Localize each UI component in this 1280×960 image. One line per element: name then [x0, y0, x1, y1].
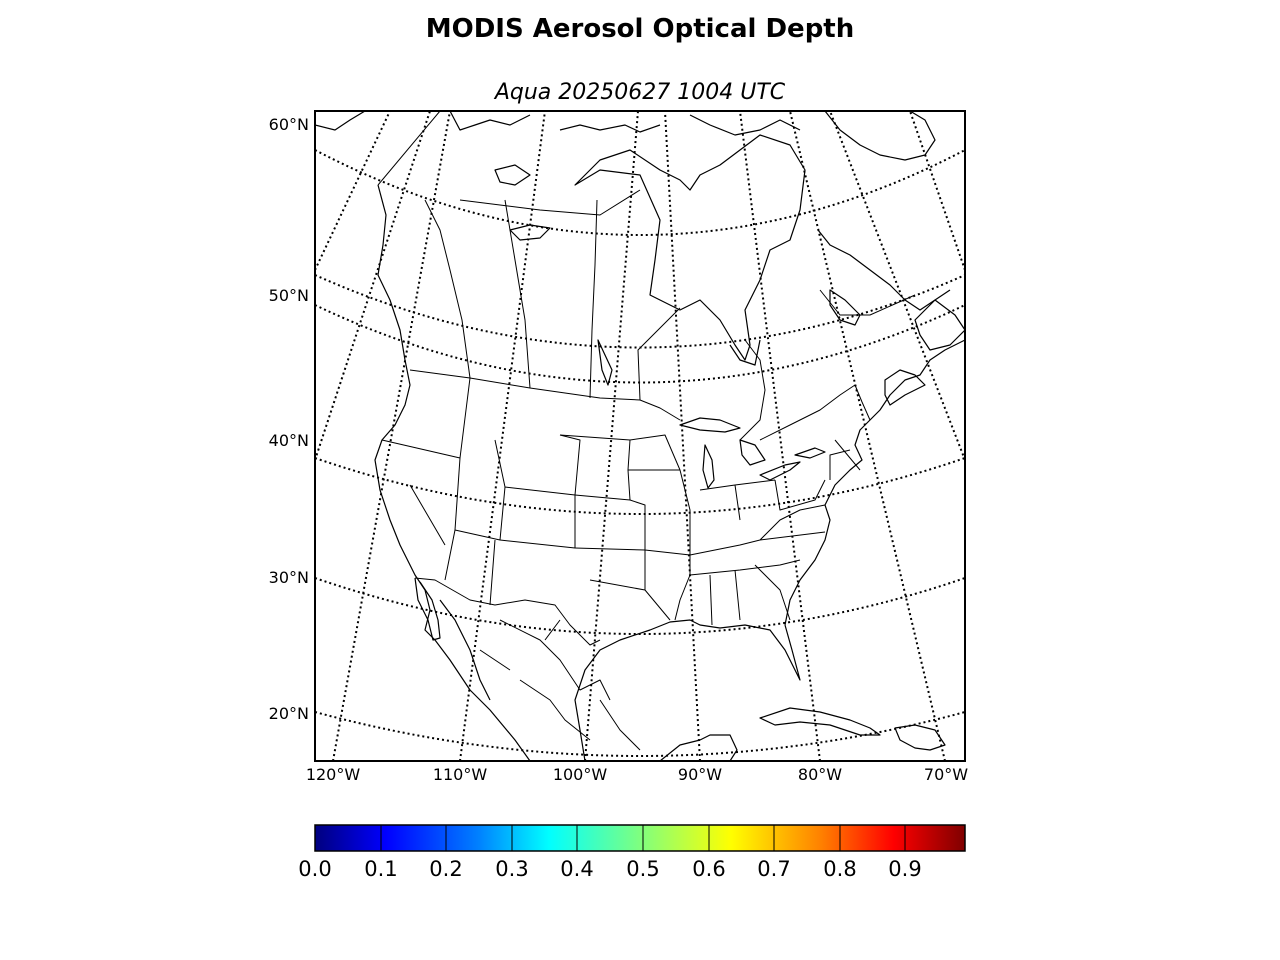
lon-label-80w: 80°W: [798, 765, 842, 784]
us-mexico-border: [414, 577, 601, 646]
colorbar-label-7: 0.7: [757, 857, 790, 881]
manitoba-ontario: [637, 307, 681, 401]
meridian-70w: [789, 111, 946, 761]
lat-label-40n: 40°N: [269, 431, 309, 450]
meridian-130w: [315, 111, 431, 461]
colorbar-label-2: 0.2: [429, 857, 462, 881]
bc-alberta: [377, 111, 471, 379]
hudson-bay: [574, 134, 806, 361]
political-boundaries: [377, 111, 916, 751]
lon-label-120w: 120°W: [306, 765, 361, 784]
arctic-islands-3: [689, 114, 801, 136]
great-bear-lake: [494, 164, 531, 186]
colorbar-gradient: [315, 825, 965, 851]
greenland: [824, 111, 936, 161]
newfoundland: [914, 299, 965, 351]
parallel-55n: [315, 149, 965, 236]
figure-subtitle: Aqua 20250627 1004 UTC: [494, 80, 786, 105]
lake-erie: [759, 461, 801, 481]
gulf-california-coast: [439, 599, 491, 701]
colorbar-label-9: 0.9: [888, 857, 921, 881]
lake-ontario: [794, 447, 826, 459]
nova-scotia: [884, 369, 926, 406]
meridian-140w: [315, 111, 391, 271]
lon-label-70w: 70°W: [924, 765, 968, 784]
gulf-mexico-coast: [574, 619, 801, 761]
us-states-central: [559, 434, 691, 621]
hispaniola: [894, 724, 946, 751]
ontario-quebec: [739, 339, 766, 441]
arctic-islands-2: [559, 124, 661, 133]
pacific-coast: [374, 184, 531, 761]
baja-california: [414, 577, 441, 641]
meridian-120w: [332, 111, 451, 761]
colorbar-label-8: 0.8: [823, 857, 856, 881]
meridian-110w: [459, 111, 546, 761]
lon-label-110w: 110°W: [433, 765, 488, 784]
colorbar-label-0: 0.0: [298, 857, 331, 881]
colorbar-labels: 0.0 0.1 0.2 0.3 0.4 0.5 0.6 0.7 0.8 0.9: [298, 857, 921, 881]
colorbar-label-3: 0.3: [495, 857, 528, 881]
parallel-40n: [315, 457, 965, 515]
coastlines: [315, 111, 965, 761]
great-slave-lake: [509, 224, 551, 241]
lat-labels: 60°N 50°N 40°N 30°N 20°N: [269, 115, 309, 723]
lake-michigan: [702, 444, 715, 489]
figure-title: MODIS Aerosol Optical Depth: [425, 14, 855, 44]
map-frame: [314, 110, 966, 762]
quebec-labrador: [819, 289, 916, 316]
meridian-80w: [739, 111, 821, 761]
cuba: [759, 707, 881, 736]
lon-label-90w: 90°W: [678, 765, 722, 784]
colorbar-ticks: [380, 825, 906, 851]
mexico-states: [479, 619, 641, 751]
alaska-coast: [315, 111, 366, 131]
gulf-st-lawrence: [829, 289, 861, 326]
territories: [459, 189, 641, 216]
labrador: [817, 229, 951, 311]
meridian-100w: [584, 111, 639, 761]
meridian-90w: [664, 111, 701, 761]
lat-label-20n: 20°N: [269, 704, 309, 723]
alberta-sask: [504, 199, 531, 389]
james-bay: [729, 339, 761, 366]
colorbar-label-5: 0.5: [626, 857, 659, 881]
map-area: [315, 111, 965, 761]
sask-manitoba: [589, 199, 598, 399]
lake-huron: [739, 439, 766, 466]
colorbar-label-6: 0.6: [692, 857, 725, 881]
colorbar-label-4: 0.4: [560, 857, 593, 881]
meridian-50w: [909, 111, 965, 271]
lat-label-60n: 60°N: [269, 115, 309, 134]
lake-winnipeg: [597, 339, 613, 386]
us-states-west: [381, 377, 581, 606]
arctic-islands-1: [449, 111, 531, 131]
colorbar-frame: [314, 824, 966, 852]
meridian-60w: [829, 111, 965, 461]
lat-label-30n: 30°N: [269, 568, 309, 587]
lon-labels: 120°W 110°W 100°W 90°W 80°W 70°W: [306, 765, 968, 784]
lake-superior: [679, 417, 741, 433]
us-states-east: [689, 439, 861, 626]
parallel-45n: [315, 304, 965, 384]
colorbar: 0.0 0.1 0.2 0.3 0.4 0.5 0.6 0.7 0.8 0.9: [298, 824, 966, 881]
atlantic-coast: [784, 339, 965, 626]
lon-label-100w: 100°W: [553, 765, 608, 784]
colorbar-label-1: 0.1: [364, 857, 397, 881]
yucatan: [659, 734, 738, 761]
lat-label-50n: 50°N: [269, 286, 309, 305]
parallel-30n: [315, 577, 965, 635]
